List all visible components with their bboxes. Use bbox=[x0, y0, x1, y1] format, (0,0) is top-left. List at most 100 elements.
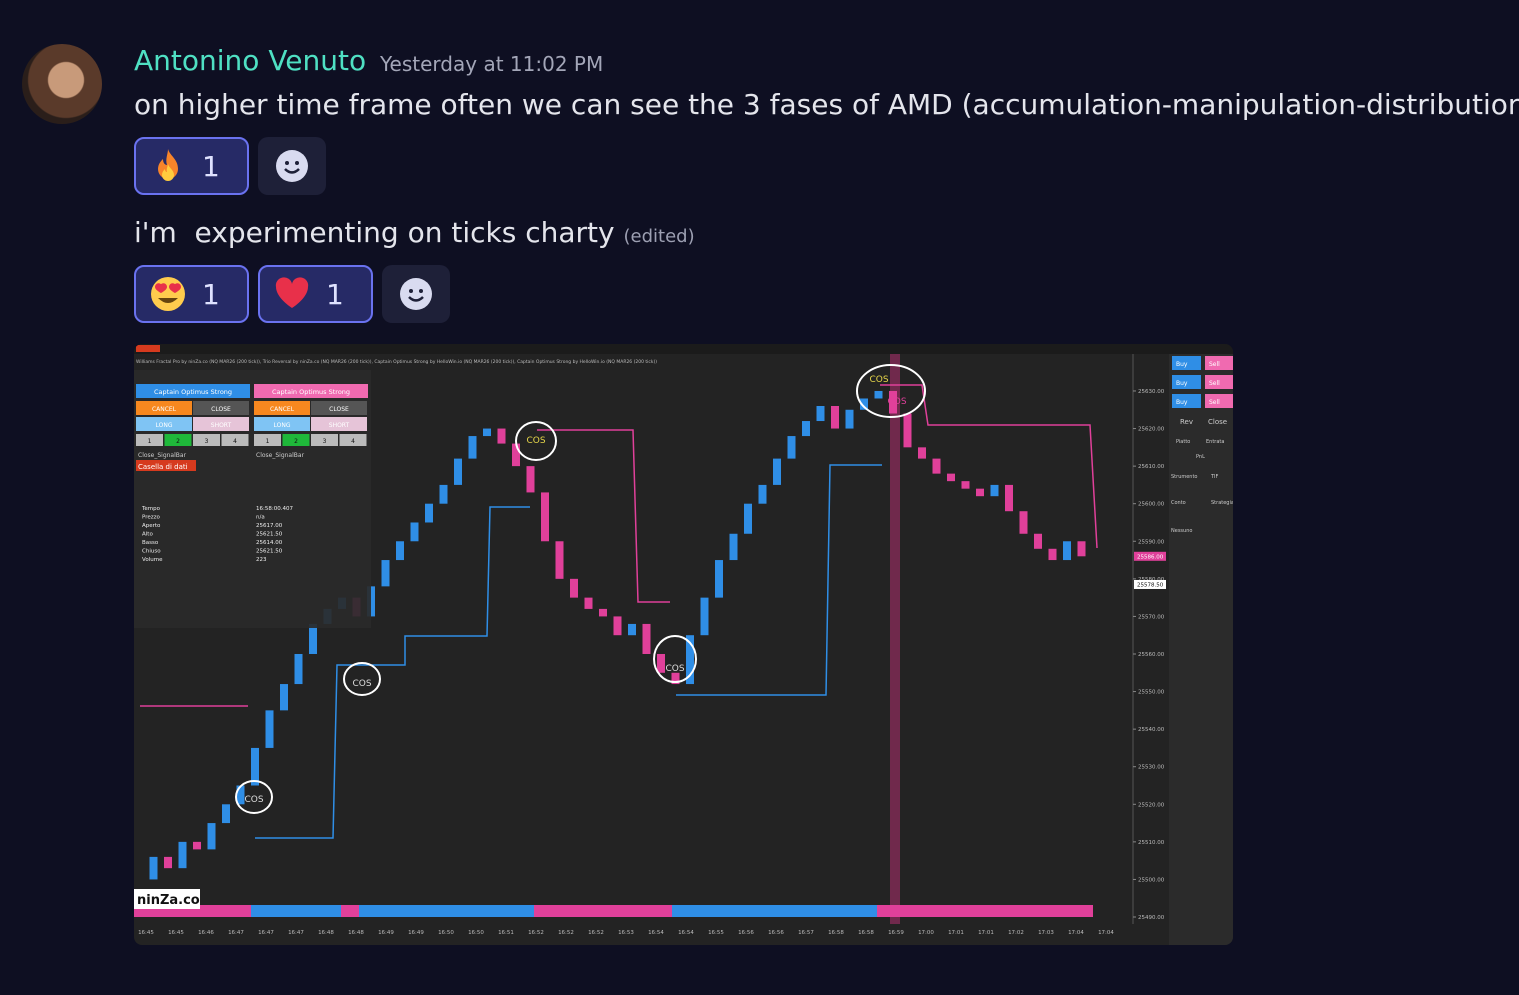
panel-number: 3 bbox=[323, 438, 327, 445]
panel-number-button[interactable] bbox=[221, 434, 249, 446]
panel-button-label: CLOSE bbox=[211, 406, 231, 413]
candle bbox=[309, 623, 317, 654]
x-tick-label: 16:47 bbox=[288, 930, 304, 936]
author[interactable]: Antonino Venuto bbox=[134, 44, 367, 77]
candle bbox=[686, 635, 694, 685]
panel-number-button[interactable] bbox=[193, 434, 220, 446]
panel-title-bg bbox=[254, 384, 368, 398]
x-tick-label: 16:56 bbox=[768, 930, 784, 936]
x-tick-label: 16:46 bbox=[198, 930, 214, 936]
panel-number: 2 bbox=[176, 438, 180, 445]
side-button-label: Buy bbox=[1176, 399, 1188, 406]
reaction[interactable]: 1 bbox=[134, 265, 249, 323]
panel-button-label: SHORT bbox=[211, 422, 232, 429]
add-reaction[interactable] bbox=[258, 137, 326, 195]
panel-button[interactable] bbox=[136, 401, 192, 415]
x-tick-label: 16:48 bbox=[348, 930, 364, 936]
side-button[interactable] bbox=[1172, 375, 1201, 389]
reaction[interactable]: 1 bbox=[134, 137, 249, 195]
side-button[interactable] bbox=[1205, 356, 1233, 370]
x-tick-label: 16:49 bbox=[378, 930, 394, 936]
candle bbox=[628, 623, 636, 636]
panel-button[interactable] bbox=[193, 401, 249, 415]
x-tick-label: 16:56 bbox=[738, 930, 754, 936]
candle bbox=[193, 841, 201, 850]
level-line bbox=[676, 464, 882, 696]
x-tick-label: 16:58 bbox=[858, 930, 874, 936]
side-button[interactable] bbox=[1172, 394, 1201, 408]
panel-number-button[interactable] bbox=[311, 434, 338, 446]
candle bbox=[642, 623, 651, 654]
highlight-column bbox=[890, 354, 900, 924]
candle bbox=[1063, 541, 1071, 561]
panel-button-label: CANCEL bbox=[270, 406, 295, 413]
data-box-title: Casella di dati bbox=[138, 463, 188, 471]
x-tick-label: 17:00 bbox=[918, 930, 934, 936]
side-label: Strategia ATM bbox=[1211, 500, 1233, 506]
side-label: Piatto bbox=[1176, 439, 1190, 445]
price-marker bbox=[1134, 579, 1166, 589]
panel-number-button[interactable] bbox=[282, 434, 310, 446]
candle bbox=[251, 747, 259, 786]
annotation-circle bbox=[856, 364, 926, 418]
panel-button[interactable] bbox=[254, 417, 310, 431]
candle bbox=[918, 447, 926, 459]
data-value: 223 bbox=[256, 557, 267, 563]
panel-button[interactable] bbox=[311, 401, 367, 415]
smiley-icon bbox=[276, 150, 308, 182]
panel-button[interactable] bbox=[254, 401, 310, 415]
avatar[interactable] bbox=[22, 44, 102, 124]
candle bbox=[1034, 533, 1042, 549]
panel-number-button[interactable] bbox=[164, 434, 192, 446]
level-line bbox=[537, 429, 670, 603]
candle bbox=[280, 684, 288, 711]
candle bbox=[570, 578, 578, 598]
y-tick-label: 25580.00 bbox=[1138, 577, 1165, 583]
side-label: Nessuno bbox=[1171, 528, 1192, 534]
candle bbox=[845, 409, 854, 429]
candle bbox=[512, 443, 520, 467]
level-line bbox=[255, 506, 530, 839]
candle bbox=[802, 421, 810, 437]
panel-button[interactable] bbox=[136, 417, 192, 431]
side-label: Rev bbox=[1180, 418, 1193, 426]
reaction-emoji bbox=[158, 149, 178, 181]
candle bbox=[599, 608, 607, 617]
attachment-image[interactable]: Williams Fractal Pro by ninZa.co (NQ MAR… bbox=[134, 344, 1233, 945]
reactions: 1 bbox=[134, 137, 326, 195]
panel-button-label: CANCEL bbox=[152, 406, 177, 413]
reaction-count: 1 bbox=[202, 149, 220, 183]
panel-number: 4 bbox=[351, 438, 355, 445]
side-button[interactable] bbox=[1205, 375, 1233, 389]
panel-button-label: SHORT bbox=[329, 422, 350, 429]
candle bbox=[222, 804, 230, 824]
x-tick-label: 17:04 bbox=[1068, 930, 1084, 936]
add-reaction[interactable] bbox=[382, 265, 450, 323]
x-tick-label: 16:50 bbox=[468, 930, 484, 936]
side-button[interactable] bbox=[1205, 394, 1233, 408]
data-value: n/a bbox=[256, 515, 265, 521]
candle bbox=[773, 458, 781, 485]
side-button[interactable] bbox=[1172, 356, 1201, 370]
panel-button[interactable] bbox=[311, 417, 367, 431]
panel-number-button[interactable] bbox=[339, 434, 367, 446]
candle bbox=[207, 823, 216, 850]
panel-number-button[interactable] bbox=[136, 434, 163, 446]
candle bbox=[468, 436, 477, 459]
panel-button[interactable] bbox=[193, 417, 249, 431]
x-tick-label: 16:54 bbox=[648, 930, 664, 936]
reaction[interactable]: 1 bbox=[258, 265, 373, 323]
trading-chart: Williams Fractal Pro by ninZa.co (NQ MAR… bbox=[134, 344, 1233, 945]
reaction-emoji bbox=[275, 277, 309, 308]
data-value: 25621.50 bbox=[256, 532, 283, 538]
x-tick-label: 17:03 bbox=[1038, 930, 1054, 936]
side-label: Close bbox=[1208, 418, 1227, 426]
data-key: Prezzo bbox=[142, 515, 161, 521]
panel-number-button[interactable] bbox=[254, 434, 281, 446]
panel-select: Close_SignalBar bbox=[256, 452, 305, 459]
candle bbox=[555, 541, 564, 579]
y-tick-label: 25620.00 bbox=[1138, 427, 1165, 433]
price-marker bbox=[1134, 551, 1166, 561]
